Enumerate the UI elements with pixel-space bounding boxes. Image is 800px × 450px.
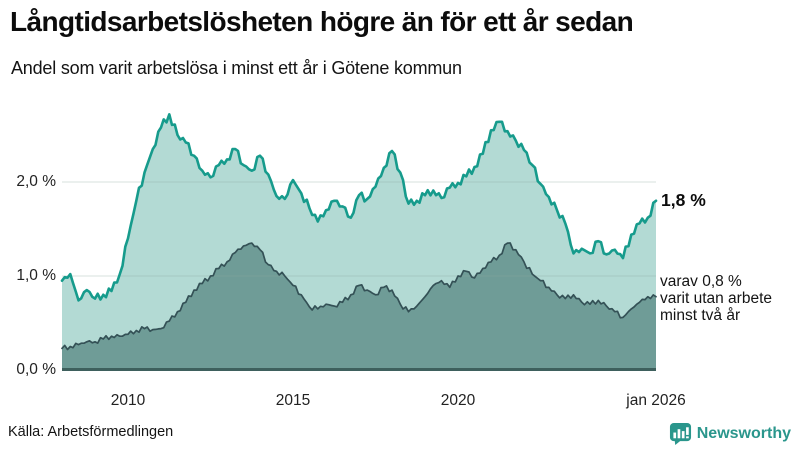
newsworthy-logo[interactable]: Newsworthy [669,422,791,445]
x-tick-label: jan 2026 [626,392,686,409]
source-text: Källa: Arbetsförmedlingen [8,424,174,440]
annotation-line: varit utan arbete [660,289,773,307]
annotation-line: minst två år [660,306,741,324]
y-tick-label: 2,0 % [16,173,56,190]
y-tick-label: 1,0 % [16,267,56,284]
annotation-line: varav 0,8 % [660,272,742,290]
newsworthy-bar-chart-icon [669,422,691,445]
brand-name: Newsworthy [696,424,791,442]
series-end-value-label: 1,8 % [661,189,706,210]
y-tick-label: 0,0 % [16,361,56,378]
page-subtitle: Andel som varit arbetslösa i minst ett å… [11,58,462,78]
x-tick-label: 2010 [110,392,146,409]
x-tick-label: 2020 [440,392,476,409]
secondary-series-annotation: varav 0,8 % varit utan arbete minst två … [660,273,772,324]
x-tick-label: 2015 [275,392,311,409]
page-title: Långtidsarbetslösheten högre än för ett … [10,6,634,37]
